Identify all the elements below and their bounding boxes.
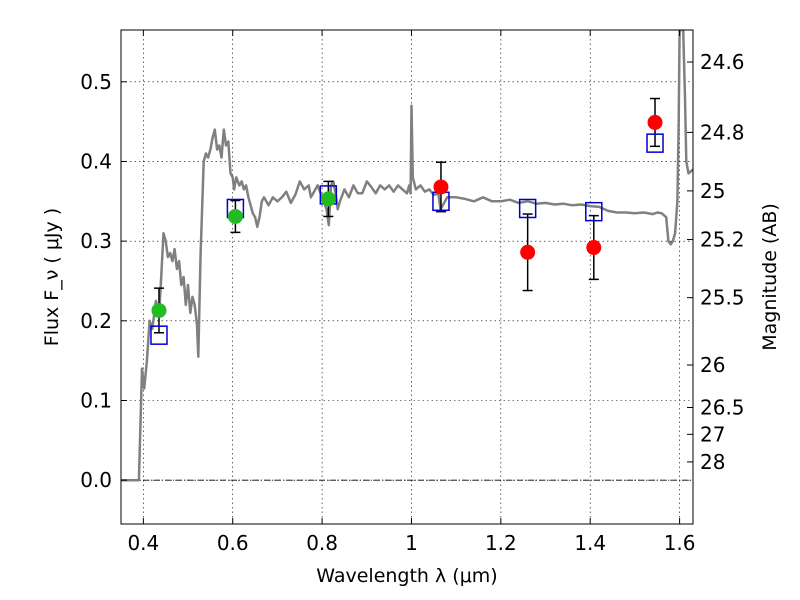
observed-nir-point xyxy=(586,240,602,256)
mag-tick-label: 25.5 xyxy=(700,286,745,310)
y-tick-label: 0.1 xyxy=(80,389,112,413)
observed-optical-point xyxy=(151,302,167,318)
model-photometry-square xyxy=(585,201,603,222)
mag-tick-label: 25.2 xyxy=(700,228,745,252)
y-tick-label: 0.2 xyxy=(80,309,112,333)
right-axis-label: Magnitude (AB) xyxy=(759,203,781,351)
x-tick-label: 1 xyxy=(405,531,418,555)
x-tick-label: 0.4 xyxy=(127,531,159,555)
observed-optical-point xyxy=(227,208,243,224)
mag-tick-label: 24.8 xyxy=(700,120,745,144)
observed-optical-point xyxy=(320,191,336,207)
x-tick-label: 0.6 xyxy=(217,531,249,555)
y-tick-label: 0.0 xyxy=(80,468,112,492)
mag-tick-label: 28 xyxy=(700,450,725,474)
y-tick-label: 0.5 xyxy=(80,70,112,94)
x-tick-label: 0.8 xyxy=(306,531,338,555)
observed-nir-point xyxy=(520,244,536,260)
x-tick-label: 1.6 xyxy=(664,531,696,555)
y-axis-label: Flux F_ν ( μJy ) xyxy=(41,208,63,346)
mag-tick-label: 26 xyxy=(700,353,725,377)
x-tick-label: 1.2 xyxy=(485,531,517,555)
mag-tick-label: 27 xyxy=(700,422,725,446)
plot-frame xyxy=(120,29,694,525)
observed-photometry-group xyxy=(151,114,663,318)
y-tick-label: 0.3 xyxy=(80,229,112,253)
mag-tick-label: 26.5 xyxy=(700,396,745,420)
axis-ticks: 0.4 0.6 0.8 1 1.2 1.4 1.6 0.0 0.1 0.2 0.3 0.4 0.5 24.… xyxy=(80,30,745,555)
y-tick-label: 0.4 xyxy=(80,149,112,173)
observed-nir-point xyxy=(647,114,663,130)
x-tick-label: 1.4 xyxy=(574,531,606,555)
mag-tick-label: 25 xyxy=(700,179,725,203)
model-photometry-square xyxy=(150,325,168,345)
model-spectrum-line xyxy=(121,30,693,482)
model-spectrum-group xyxy=(121,30,693,482)
x-axis-label: Wavelength λ (μm) xyxy=(316,565,497,587)
model-photometry-square xyxy=(646,133,664,153)
mag-tick-label: 24.6 xyxy=(700,50,745,74)
model-photometry-square xyxy=(518,198,537,219)
observed-nir-point xyxy=(433,179,449,195)
